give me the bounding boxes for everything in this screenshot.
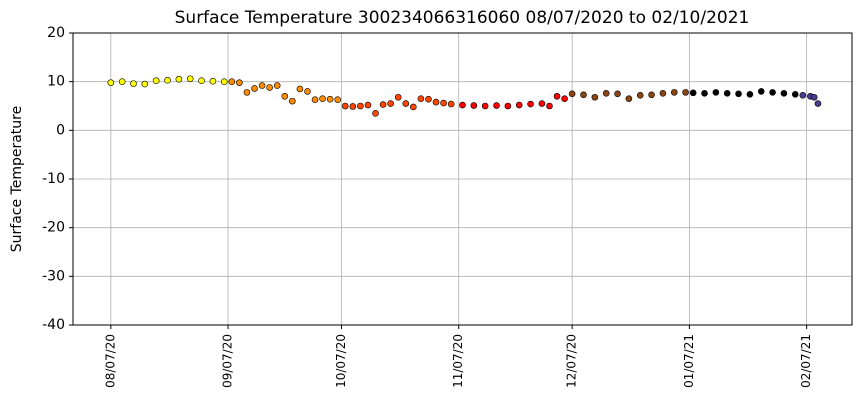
data-point xyxy=(209,77,217,85)
data-point xyxy=(258,82,266,89)
data-point xyxy=(625,95,633,102)
data-point xyxy=(141,80,149,88)
data-point xyxy=(447,100,455,108)
data-point xyxy=(648,91,655,99)
data-point xyxy=(118,78,126,85)
data-point xyxy=(341,102,349,110)
data-point xyxy=(319,95,326,102)
data-point xyxy=(602,90,610,97)
data-point xyxy=(357,102,364,110)
data-point xyxy=(304,88,311,95)
data-point xyxy=(326,95,334,103)
y-tick-label: 20 xyxy=(47,25,65,41)
data-point xyxy=(810,93,818,101)
data-point xyxy=(515,101,523,109)
data-point xyxy=(425,95,432,103)
data-point xyxy=(175,75,183,83)
data-point xyxy=(220,78,228,85)
data-point xyxy=(266,84,273,91)
data-point xyxy=(387,100,394,107)
data-point xyxy=(251,85,258,92)
data-point xyxy=(614,90,621,98)
data-point xyxy=(746,91,754,98)
data-point xyxy=(289,97,296,105)
data-point xyxy=(591,93,599,101)
data-point xyxy=(236,79,243,86)
x-tick-label: 08/07/20 xyxy=(103,334,117,388)
data-point xyxy=(379,101,387,108)
data-point xyxy=(568,90,576,98)
data-point xyxy=(296,85,304,93)
data-point xyxy=(273,82,281,89)
x-tick-label: 09/07/20 xyxy=(221,334,235,388)
data-point xyxy=(659,90,667,97)
data-point xyxy=(281,92,289,100)
data-point xyxy=(723,90,731,97)
data-point xyxy=(791,91,799,98)
data-point xyxy=(757,88,765,95)
data-point xyxy=(769,89,776,96)
x-tick-label: 12/07/20 xyxy=(565,334,579,388)
data-point xyxy=(152,77,160,84)
data-point xyxy=(814,100,822,107)
data-point xyxy=(670,89,678,96)
data-point xyxy=(481,102,489,110)
data-point xyxy=(440,99,447,107)
y-tick-label: -30 xyxy=(42,268,65,284)
data-point xyxy=(689,89,697,97)
data-point xyxy=(410,103,417,111)
data-point xyxy=(735,90,742,98)
y-tick-label: -20 xyxy=(42,220,65,236)
data-point xyxy=(372,110,379,117)
data-point xyxy=(580,91,587,99)
data-point xyxy=(130,80,137,87)
y-tick-label: -10 xyxy=(42,171,65,187)
data-point xyxy=(334,96,342,103)
y-tick-label: -40 xyxy=(42,317,65,333)
y-tick-label: 0 xyxy=(56,122,65,138)
data-point xyxy=(228,78,236,85)
data-point xyxy=(349,103,357,110)
data-point xyxy=(107,79,115,86)
data-point xyxy=(243,89,251,96)
y-tick-label: 10 xyxy=(47,74,65,90)
x-tick-label: 11/07/20 xyxy=(451,334,465,388)
plot-frame xyxy=(72,32,853,326)
data-point xyxy=(311,96,319,103)
data-point xyxy=(561,95,568,102)
chart-title: Surface Temperature 300234066316060 08/0… xyxy=(175,8,750,28)
data-point xyxy=(553,92,561,100)
y-axis-label: Surface Temperature xyxy=(9,106,25,252)
data-point xyxy=(394,93,402,101)
data-point xyxy=(417,95,425,102)
data-point xyxy=(198,77,205,84)
data-point xyxy=(504,102,512,110)
data-point xyxy=(432,98,440,106)
data-point xyxy=(799,91,807,99)
data-point xyxy=(364,101,372,109)
data-point xyxy=(470,102,478,109)
data-point xyxy=(538,100,546,107)
data-point xyxy=(186,75,194,83)
x-tick-label: 01/07/21 xyxy=(682,334,696,388)
data-point xyxy=(459,101,466,109)
x-tick-label: 02/07/21 xyxy=(799,334,813,388)
data-point xyxy=(701,90,708,97)
data-point xyxy=(636,91,644,99)
data-point xyxy=(164,76,171,84)
x-tick-label: 10/07/20 xyxy=(334,334,348,388)
data-point xyxy=(493,102,500,109)
data-point xyxy=(712,89,720,96)
data-point xyxy=(780,90,788,97)
data-point xyxy=(402,100,410,107)
data-point xyxy=(546,102,553,110)
data-point xyxy=(527,100,534,108)
data-point xyxy=(682,89,689,96)
